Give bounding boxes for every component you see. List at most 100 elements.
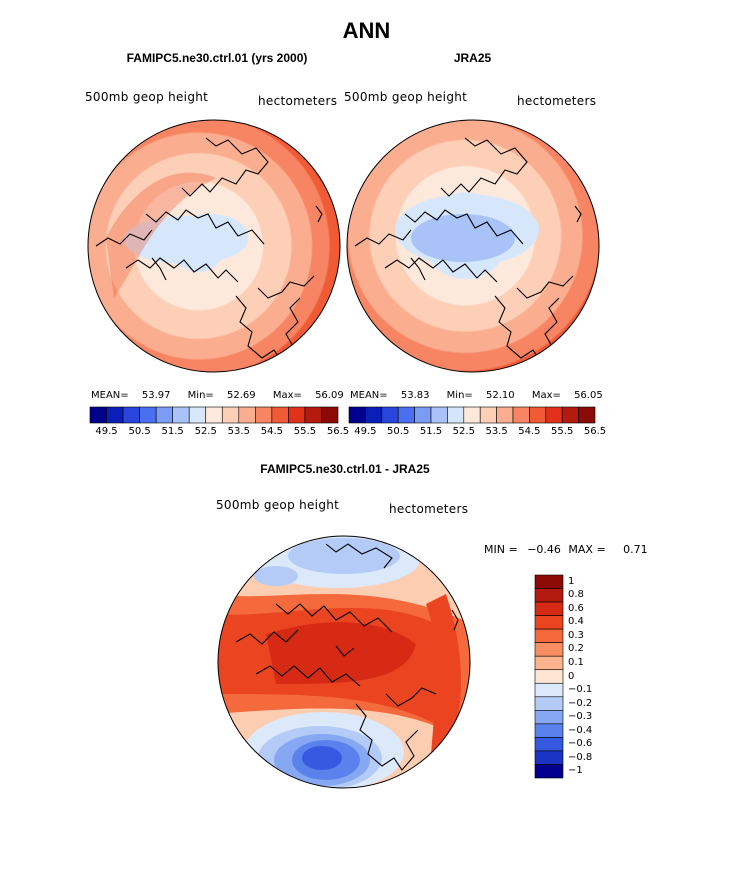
diff-variable-label: 500mb geop height [216, 498, 340, 512]
colorbar-tick-label: 54.5 [518, 426, 541, 437]
figure-title: ANN [342, 18, 391, 43]
colorbar-tick-label: 49.5 [95, 426, 118, 437]
colorbar-swatch [529, 406, 547, 424]
legend-swatch [534, 682, 564, 698]
panel-2-max-label: Max= [531, 390, 561, 401]
colorbar-swatch [155, 406, 173, 424]
panel-2-min-value: 52.10 [485, 390, 515, 401]
colorbar-swatch [221, 406, 240, 424]
colorbar-tick-label: 52.5 [194, 426, 217, 437]
colorbar-tick-label: 52.5 [452, 426, 475, 437]
colorbar-tick-label: 50.5 [128, 426, 151, 437]
colorbar-tick-label: 53.5 [485, 426, 508, 437]
legend-swatch [534, 737, 564, 752]
panel-1-variable-label: 500mb geop height [85, 90, 209, 104]
panel-1-title: FAMIPC5.ne30.ctrl.01 (yrs 2000) [126, 51, 308, 65]
colorbar-tick-label: 51.5 [419, 426, 443, 437]
panel-1-stats: MEAN= 53.97 Min= 52.69 Max= 56.09 [91, 390, 344, 401]
diff-colorbar-labels: 1 0.8 0.6 0.4 0.3 0.2 0.1 0 −0.1 −0.2 −0.3 −0.4 −0.6… [568, 575, 618, 778]
colorbar-tick-label: 54.5 [260, 426, 283, 437]
legend-swatch [534, 764, 564, 779]
panel-2-units-label: hectometers [517, 94, 597, 108]
colorbar-swatch [271, 406, 289, 424]
panel-1-min-value: 52.69 [226, 390, 256, 401]
colorbar-swatch [106, 406, 124, 424]
colorbar-swatch [122, 406, 140, 424]
diff-max-label: MAX = [568, 543, 606, 556]
legend-swatch [534, 723, 564, 738]
panel-2-mean-label: MEAN= [350, 390, 388, 401]
panel-2-title: JRA25 [453, 51, 492, 65]
colorbar-tick-label: 55.5 [551, 426, 574, 437]
colorbar-swatch [561, 406, 579, 424]
legend-swatch [534, 710, 564, 725]
colorbar-tick-label: 55.5 [293, 426, 317, 437]
legend-swatch [534, 669, 564, 684]
panel-1-max-label: Max= [272, 390, 302, 401]
panel-1-min-label: Min= [187, 390, 214, 401]
panel-2-polar-map [346, 119, 600, 373]
panel-1-max-value: 56.09 [315, 390, 344, 401]
panel-1-polar-map [87, 119, 341, 373]
panel-2-max-value: 56.05 [574, 390, 603, 401]
colorbar-swatch [321, 406, 339, 424]
colorbar-swatch [188, 406, 207, 424]
colorbar-swatch [512, 406, 530, 424]
diff-min-value: −0.46 [527, 543, 561, 556]
legend-label: −0.6 [568, 738, 593, 750]
panel-2-stats: MEAN= 53.83 Min= 52.10 Max= 56.05 [350, 390, 603, 401]
colorbar-tick-label: 56.5 [326, 426, 350, 437]
diff-min-label: MIN = [484, 543, 518, 556]
colorbar-swatch [414, 406, 432, 424]
panel-2-colorbar-labels: 49.5 50.5 51.5 52.5 53.5 54.5 55.5 56.5 [349, 426, 606, 440]
legend-label: 0.8 [568, 589, 584, 601]
colorbar-swatch [365, 406, 383, 424]
legend-label: 0.3 [568, 629, 584, 641]
panel-2-variable-label: 500mb geop height [344, 90, 468, 104]
panel-2-colorbar [348, 406, 596, 424]
panel-1-colorbar-labels: 49.5 50.5 51.5 52.5 53.5 54.5 55.5 56.5 [90, 426, 349, 440]
legend-label: 0.6 [568, 602, 584, 614]
colorbar-swatch [496, 406, 514, 424]
colorbar-swatch [578, 406, 596, 424]
legend-label: −0.3 [568, 711, 593, 723]
colorbar-tick-label: 56.5 [583, 426, 607, 437]
diff-stats: MIN = −0.46 MAX = 0.71 [484, 543, 648, 556]
colorbar-swatch [255, 406, 273, 424]
diff-colorbar [534, 574, 564, 779]
legend-label: −0.2 [568, 697, 593, 709]
colorbar-swatch [447, 406, 465, 424]
legend-swatch [534, 642, 564, 657]
legend-label: −0.4 [568, 724, 593, 736]
colorbar-swatch [545, 406, 563, 424]
diff-units-label: hectometers [389, 502, 469, 516]
panel-1-units-label: hectometers [258, 94, 338, 108]
panel-1-mean-label: MEAN= [91, 390, 129, 401]
colorbar-tick-label: 49.5 [354, 426, 377, 437]
legend-swatch [534, 574, 564, 589]
colorbar-swatch [463, 406, 481, 424]
diff-title: FAMIPC5.ne30.ctrl.01 - JRA25 [260, 462, 430, 476]
colorbar-swatch [205, 406, 223, 424]
panel-2-mean-value: 53.83 [400, 390, 430, 401]
colorbar-swatch [139, 406, 157, 424]
legend-label: −0.8 [568, 751, 593, 763]
colorbar-swatch [430, 406, 448, 424]
colorbar-tick-label: 50.5 [387, 426, 410, 437]
colorbar-swatch [348, 406, 366, 424]
colorbar-swatch [397, 406, 415, 424]
panel-1-mean-value: 53.97 [141, 390, 171, 401]
panel-2-min-label: Min= [446, 390, 473, 401]
colorbar-tick-label: 53.5 [227, 426, 250, 437]
legend-swatch [534, 696, 564, 711]
colorbar-swatch [288, 406, 306, 424]
colorbar-swatch [89, 406, 107, 424]
legend-label: 0 [568, 670, 575, 682]
legend-swatch [534, 628, 564, 643]
legend-label: −1 [568, 765, 583, 777]
legend-label: 1 [568, 575, 575, 587]
colorbar-swatch [172, 406, 190, 424]
legend-swatch [534, 615, 564, 630]
legend-swatch [534, 655, 564, 671]
diff-polar-map [217, 535, 471, 789]
